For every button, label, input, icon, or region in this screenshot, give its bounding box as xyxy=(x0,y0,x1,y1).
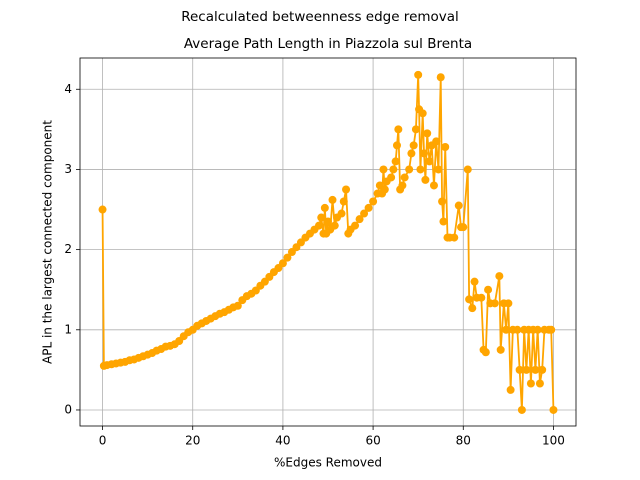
data-line xyxy=(101,74,555,411)
data-point xyxy=(436,73,445,82)
x-tick-label: 60 xyxy=(365,434,380,448)
data-point xyxy=(364,203,373,212)
data-point xyxy=(459,223,468,232)
x-tick-label: 100 xyxy=(542,434,565,448)
data-point xyxy=(400,173,409,182)
data-point xyxy=(342,185,351,194)
data-point xyxy=(314,221,323,230)
data-point xyxy=(490,299,499,308)
data-point xyxy=(379,165,388,174)
data-point xyxy=(481,348,490,357)
data-point xyxy=(394,125,403,134)
data-point xyxy=(454,201,463,210)
data-point xyxy=(465,295,474,304)
data-point xyxy=(320,203,329,212)
data-point xyxy=(517,405,526,414)
data-point xyxy=(355,215,364,224)
data-point xyxy=(513,325,522,334)
x-tick-label: 20 xyxy=(185,434,200,448)
x-tick-label: 40 xyxy=(275,434,290,448)
data-point xyxy=(434,165,443,174)
data-point xyxy=(495,272,504,281)
data-point xyxy=(391,157,400,166)
data-point xyxy=(423,129,432,138)
y-tick-label: 3 xyxy=(64,162,72,176)
data-point xyxy=(283,253,292,262)
x-axis-label: %Edges Removed xyxy=(274,456,382,470)
data-point xyxy=(360,209,369,218)
data-point xyxy=(538,365,547,374)
data-point xyxy=(420,149,429,158)
y-axis-label: APL in the largest connected component xyxy=(41,120,55,364)
data-point xyxy=(450,233,459,242)
data-point xyxy=(411,125,420,134)
data-point xyxy=(547,325,556,334)
data-point xyxy=(416,165,425,174)
data-point xyxy=(526,379,535,388)
data-point xyxy=(496,345,505,354)
data-point xyxy=(328,195,337,204)
data-point xyxy=(533,325,542,334)
data-point xyxy=(409,141,418,150)
data-point xyxy=(351,221,360,230)
data-point xyxy=(425,157,434,166)
data-point xyxy=(421,175,430,184)
data-point xyxy=(484,285,493,294)
data-point xyxy=(407,149,416,158)
data-point xyxy=(502,325,511,334)
data-point xyxy=(463,165,472,174)
data-point xyxy=(389,165,398,174)
data-point xyxy=(392,141,401,150)
data-point xyxy=(438,197,447,206)
data-point xyxy=(504,299,513,308)
chart-title: Average Path Length in Piazzola sul Bren… xyxy=(184,36,472,52)
data-point xyxy=(468,304,477,313)
y-tick-label: 2 xyxy=(64,242,72,256)
data-point xyxy=(531,365,540,374)
data-point xyxy=(441,142,450,151)
data-point xyxy=(369,197,378,206)
data-point xyxy=(330,221,339,230)
chart-suptitle: Recalculated betweenness edge removal xyxy=(181,9,459,25)
data-point xyxy=(387,173,396,182)
data-point xyxy=(317,213,326,222)
data-point xyxy=(98,205,107,214)
data-point xyxy=(470,277,479,286)
data-point xyxy=(337,209,346,218)
x-tick-label: 80 xyxy=(456,434,471,448)
data-point xyxy=(339,197,348,206)
data-point xyxy=(324,217,332,226)
y-tick-label: 4 xyxy=(64,82,72,96)
data-point xyxy=(233,301,242,310)
data-point xyxy=(380,185,389,194)
data-point xyxy=(515,365,524,374)
data-point xyxy=(439,217,448,226)
data-point xyxy=(418,109,427,118)
data-point xyxy=(506,385,515,394)
data-point xyxy=(405,165,414,174)
data-point xyxy=(429,181,438,190)
y-tick-label: 1 xyxy=(64,322,72,336)
data-point xyxy=(477,293,486,302)
data-point xyxy=(549,405,558,414)
data-point xyxy=(522,365,531,374)
plot-frame xyxy=(79,57,577,427)
data-point xyxy=(278,259,287,268)
data-point xyxy=(414,70,423,79)
data-point xyxy=(535,379,544,388)
x-tick-label: 0 xyxy=(99,434,107,448)
y-tick-label: 0 xyxy=(64,402,72,416)
data-point xyxy=(398,181,407,190)
data-point xyxy=(432,137,441,146)
